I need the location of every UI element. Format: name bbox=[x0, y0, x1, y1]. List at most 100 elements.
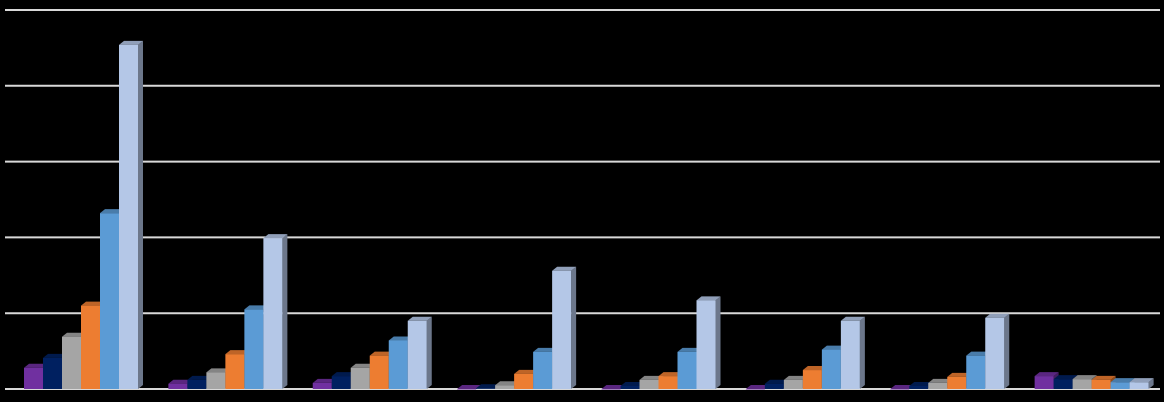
bar bbox=[206, 372, 226, 389]
bar-top bbox=[1053, 375, 1078, 380]
bar-top bbox=[331, 372, 356, 377]
bar-top bbox=[764, 379, 789, 384]
bar bbox=[81, 305, 100, 389]
bar-top bbox=[244, 305, 269, 310]
bar bbox=[1091, 379, 1111, 389]
bar bbox=[1072, 379, 1092, 389]
bar-top bbox=[552, 266, 577, 271]
bar-top bbox=[24, 363, 48, 368]
bar-top bbox=[1034, 372, 1059, 377]
bar bbox=[1110, 382, 1130, 389]
bar-top bbox=[476, 384, 501, 389]
bar bbox=[552, 270, 572, 389]
bar bbox=[263, 238, 283, 389]
bar-top bbox=[263, 234, 288, 239]
bar bbox=[350, 367, 370, 389]
bar-top bbox=[100, 209, 124, 214]
bar-side bbox=[426, 316, 432, 389]
bar-top bbox=[62, 332, 86, 337]
bar bbox=[909, 385, 929, 389]
bar bbox=[100, 213, 119, 389]
bar bbox=[514, 373, 534, 389]
bar-top bbox=[1072, 375, 1097, 380]
bar-top bbox=[745, 385, 770, 389]
bar bbox=[677, 351, 697, 389]
bar bbox=[495, 385, 515, 389]
bar-top bbox=[312, 378, 337, 383]
bar-top bbox=[225, 350, 250, 355]
bar bbox=[533, 351, 553, 389]
bar bbox=[890, 389, 910, 390]
bar bbox=[312, 382, 332, 389]
bar bbox=[457, 389, 477, 390]
bar-top bbox=[350, 363, 375, 368]
bar bbox=[764, 383, 784, 389]
bar-top bbox=[658, 372, 683, 377]
bar-top bbox=[783, 375, 808, 380]
bar-top bbox=[1110, 378, 1135, 383]
bar-top bbox=[369, 351, 394, 356]
bar bbox=[620, 385, 640, 389]
bar bbox=[696, 300, 716, 389]
bar-side bbox=[282, 234, 288, 389]
bar bbox=[928, 382, 948, 389]
bar-top bbox=[890, 385, 915, 389]
bar-top bbox=[840, 316, 865, 321]
bar bbox=[840, 320, 860, 389]
bar bbox=[601, 389, 621, 390]
bar-top bbox=[187, 375, 212, 380]
bar-top bbox=[601, 385, 626, 389]
bar-top bbox=[985, 313, 1010, 318]
bar-side bbox=[715, 296, 721, 389]
bar-top bbox=[495, 381, 520, 386]
bar bbox=[168, 383, 188, 389]
bar-top bbox=[407, 316, 432, 321]
bar-top bbox=[947, 372, 972, 377]
bar bbox=[1053, 379, 1073, 389]
bar-top bbox=[168, 379, 193, 384]
bar bbox=[369, 355, 389, 389]
bar-side bbox=[1004, 313, 1010, 389]
bar bbox=[476, 388, 496, 389]
bar bbox=[43, 357, 62, 389]
bar bbox=[745, 389, 765, 390]
bar bbox=[388, 340, 408, 389]
bar-top bbox=[388, 336, 413, 341]
bar-top bbox=[966, 351, 991, 356]
bar bbox=[947, 376, 967, 389]
bar bbox=[24, 367, 43, 389]
bar bbox=[966, 355, 986, 389]
bar-side bbox=[571, 266, 577, 389]
bar-top bbox=[639, 375, 664, 380]
bar bbox=[62, 336, 81, 389]
bar bbox=[783, 379, 803, 389]
bar-top bbox=[696, 296, 721, 301]
bar-top bbox=[909, 381, 934, 386]
bar-top bbox=[1091, 375, 1116, 380]
bar-top bbox=[119, 40, 143, 45]
bar-top bbox=[821, 345, 846, 350]
bar-top bbox=[620, 381, 645, 386]
bar-top bbox=[514, 369, 539, 374]
bar bbox=[187, 379, 207, 389]
bar-top bbox=[1129, 378, 1154, 383]
bar bbox=[1129, 382, 1149, 389]
bar bbox=[985, 317, 1005, 389]
bar bbox=[407, 320, 427, 389]
bar bbox=[225, 354, 245, 389]
bar-side bbox=[138, 40, 143, 389]
bar bbox=[802, 370, 822, 389]
bar-side bbox=[859, 316, 865, 389]
bar bbox=[639, 379, 659, 389]
bar-top bbox=[43, 353, 67, 358]
bar-side bbox=[1148, 378, 1154, 389]
bar bbox=[821, 349, 841, 389]
bar-top bbox=[677, 347, 702, 352]
bar-top bbox=[457, 385, 482, 389]
bar bbox=[244, 309, 264, 389]
bar-top bbox=[206, 368, 231, 373]
bar bbox=[119, 44, 138, 389]
